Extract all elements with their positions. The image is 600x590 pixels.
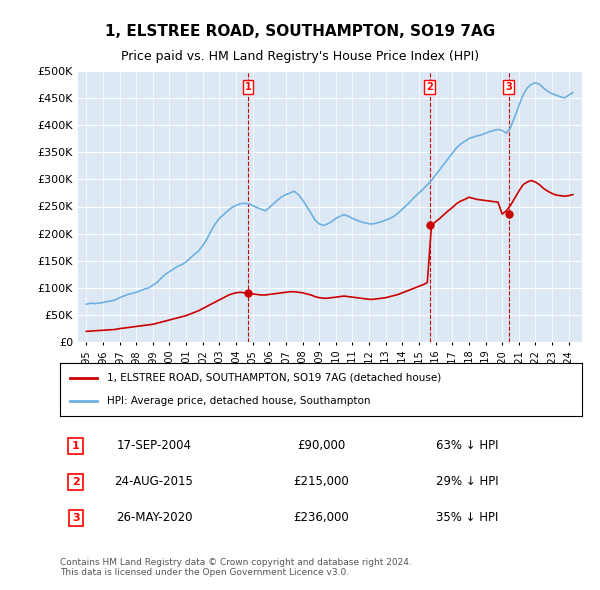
Text: £90,000: £90,000	[297, 440, 345, 453]
Text: 1: 1	[72, 441, 80, 451]
Text: 1: 1	[245, 81, 251, 91]
Text: 26-MAY-2020: 26-MAY-2020	[116, 512, 192, 525]
Text: 24-AUG-2015: 24-AUG-2015	[115, 476, 193, 489]
Text: 1, ELSTREE ROAD, SOUTHAMPTON, SO19 7AG: 1, ELSTREE ROAD, SOUTHAMPTON, SO19 7AG	[105, 24, 495, 38]
Text: Contains HM Land Registry data © Crown copyright and database right 2024.
This d: Contains HM Land Registry data © Crown c…	[60, 558, 412, 577]
Text: Price paid vs. HM Land Registry's House Price Index (HPI): Price paid vs. HM Land Registry's House …	[121, 50, 479, 63]
Text: 2: 2	[427, 81, 433, 91]
Text: £236,000: £236,000	[293, 512, 349, 525]
Text: 3: 3	[72, 513, 79, 523]
Text: 35% ↓ HPI: 35% ↓ HPI	[436, 512, 499, 525]
Text: 17-SEP-2004: 17-SEP-2004	[116, 440, 191, 453]
Text: 2: 2	[72, 477, 80, 487]
Text: 63% ↓ HPI: 63% ↓ HPI	[436, 440, 499, 453]
Text: 3: 3	[505, 81, 512, 91]
Text: 29% ↓ HPI: 29% ↓ HPI	[436, 476, 499, 489]
Text: 1, ELSTREE ROAD, SOUTHAMPTON, SO19 7AG (detached house): 1, ELSTREE ROAD, SOUTHAMPTON, SO19 7AG (…	[107, 373, 441, 383]
Text: £215,000: £215,000	[293, 476, 349, 489]
Text: HPI: Average price, detached house, Southampton: HPI: Average price, detached house, Sout…	[107, 396, 370, 406]
